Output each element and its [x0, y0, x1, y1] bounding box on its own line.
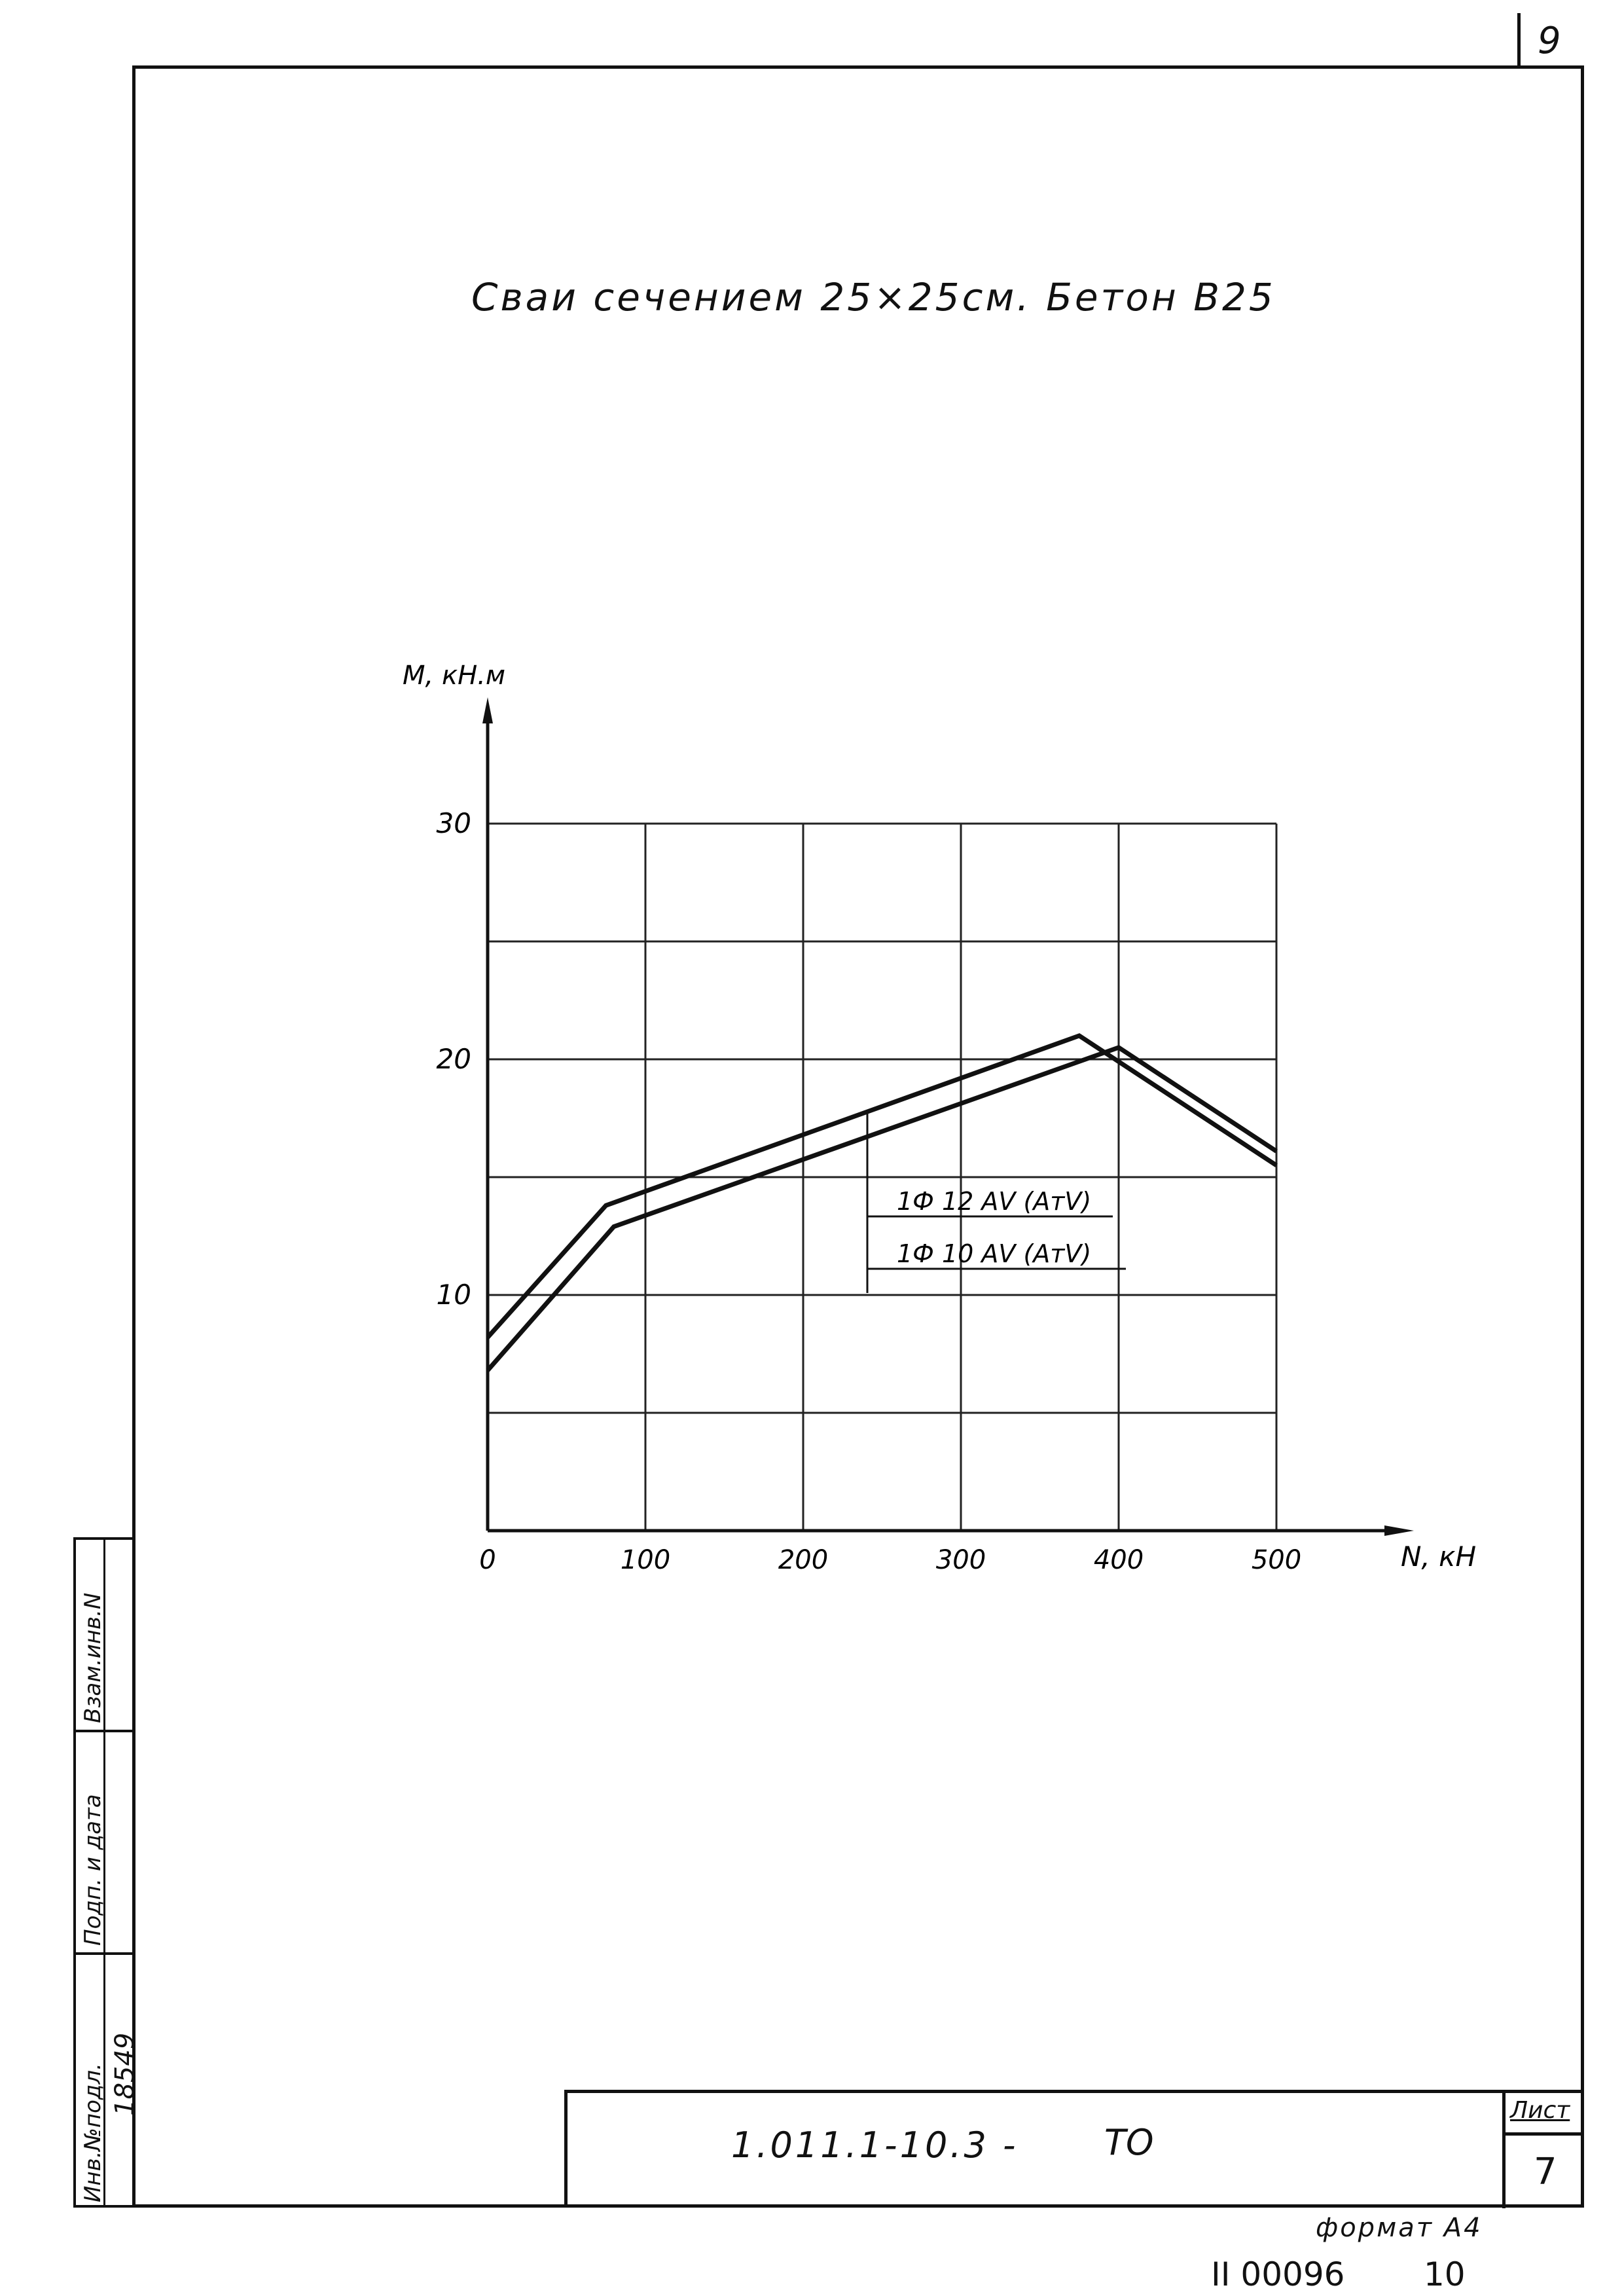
side-stamp-divider	[76, 1730, 132, 1732]
page-title: Сваи сечением 25×25см. Бетон В25	[471, 275, 1276, 319]
series-line-1	[486, 1033, 1278, 1339]
chart-axes: M, кН.м N, кН	[403, 661, 1476, 1573]
series-line-2	[486, 1045, 1278, 1372]
x-tick-label: 200	[778, 1545, 828, 1575]
y-tick-label: 30	[437, 807, 471, 839]
label-inv-subst: Взам.инв.N	[80, 1592, 106, 1723]
legend-label-1: 1Ф 12 АV (АтV)	[897, 1187, 1091, 1216]
inv-number: 18549	[110, 2032, 140, 2116]
side-stamp: Взам.инв.N Подп. и дата Инв.№подл. 18549	[73, 1537, 140, 2208]
sheet-number-top: 9	[1538, 20, 1561, 62]
x-tick-label: 400	[1094, 1545, 1144, 1575]
side-stamp-divider	[76, 1952, 132, 1955]
chart-series	[486, 1033, 1278, 1372]
x-axis-arrow-icon	[1384, 1525, 1414, 1536]
x-tick-label: 500	[1252, 1545, 1301, 1575]
legend-label-2: 1Ф 10 АV (АтV)	[897, 1239, 1091, 1268]
y-axis-label: M, кН.м	[403, 661, 505, 691]
x-tick-label: 100	[621, 1545, 670, 1575]
archive-number: II 00096	[1211, 2255, 1345, 2293]
side-stamp-column	[76, 1540, 105, 2205]
chart: M, кН.м N, кН 0 100 200 300 400 500 10 20 30 1Ф …	[403, 661, 1476, 1575]
x-tick-label: 300	[936, 1545, 986, 1575]
document-type: ТО	[1104, 2122, 1154, 2163]
y-tick-label: 10	[437, 1279, 471, 1311]
label-sign-date: Подп. и дата	[80, 1794, 106, 1946]
chart-legend: 1Ф 12 АV (АтV) 1Ф 10 АV (АтV)	[866, 1113, 1126, 1293]
chart-grid	[488, 822, 1278, 1531]
sheet-value: 7	[1534, 2151, 1557, 2193]
sheet-label: Лист	[1510, 2097, 1570, 2124]
format-label: формат А4	[1316, 2213, 1483, 2243]
y-tick-label: 20	[437, 1043, 471, 1075]
title-block: 1.011.1-10.3 - ТО Лист 7	[564, 2090, 1584, 2208]
title-block-hdivider	[1502, 2132, 1583, 2136]
document-code: 1.011.1-10.3 -	[731, 2124, 1019, 2166]
drawing-frame	[132, 65, 1584, 2208]
y-axis-arrow-icon	[482, 697, 493, 723]
archive-number-2: 10	[1424, 2255, 1466, 2293]
title-block-divider	[1502, 2093, 1506, 2208]
label-inv-orig: Инв.№подл.	[80, 2063, 106, 2202]
x-axis-label: N, кН	[1401, 1540, 1476, 1573]
x-tick-label: 0	[479, 1545, 496, 1575]
sheet-number-box: 9	[1517, 13, 1586, 65]
chart-ticks: 0 100 200 300 400 500 10 20 30	[437, 807, 1302, 1575]
